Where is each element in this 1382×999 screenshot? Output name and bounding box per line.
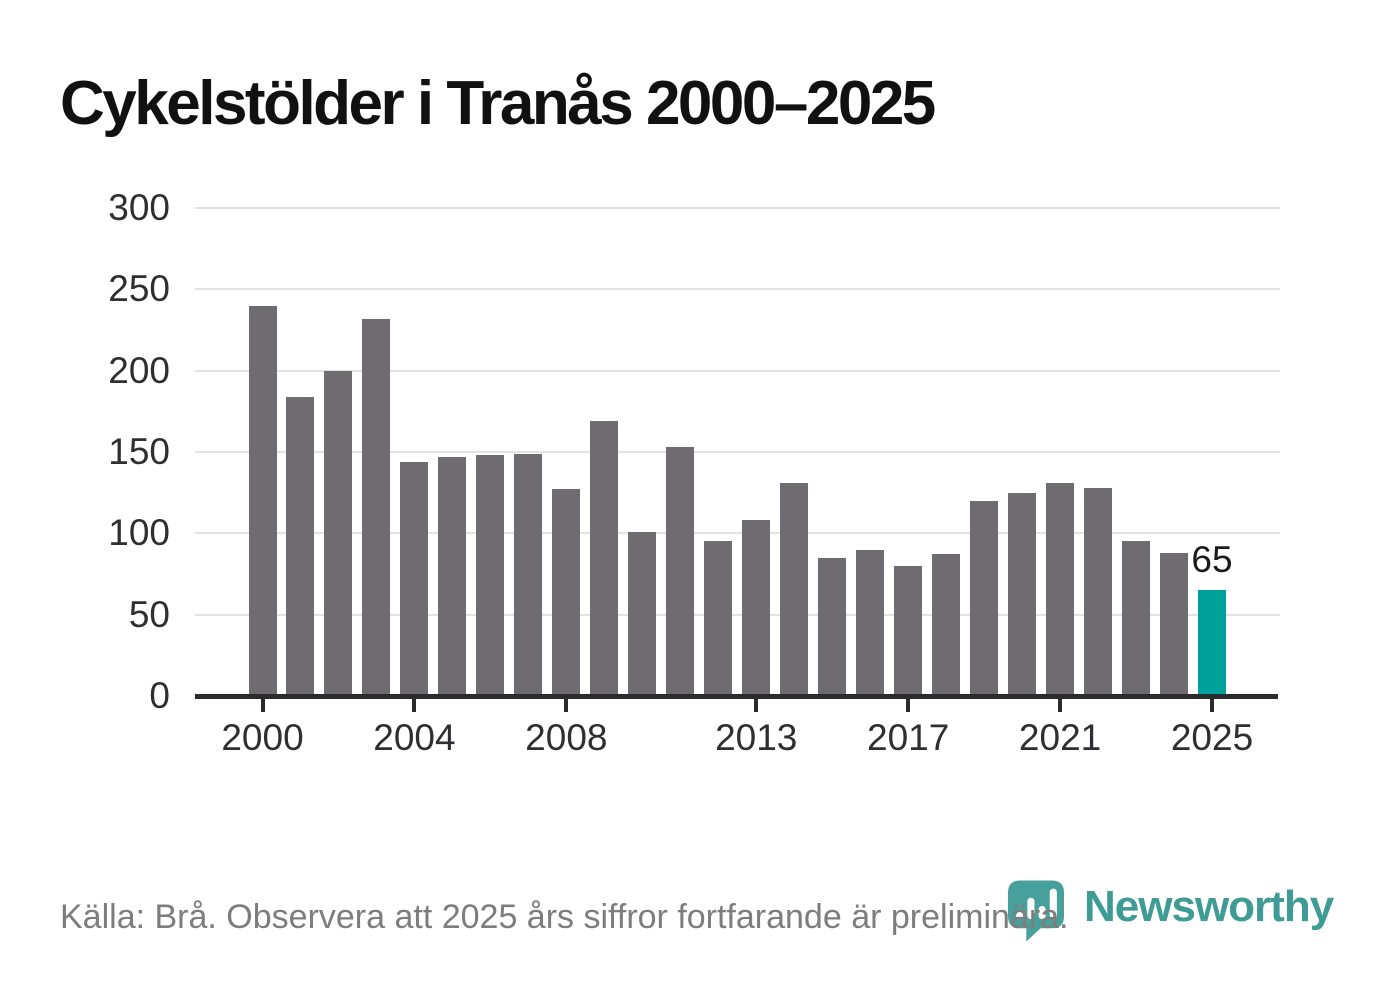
gridline-50 [195, 613, 1280, 616]
newsworthy-wordmark: Newsworthy [1084, 882, 1334, 931]
bar-2001 [286, 396, 315, 696]
bar-2021 [1046, 482, 1075, 696]
bar-2004 [400, 461, 429, 696]
x-axis-tick-2004 [412, 699, 417, 712]
x-axis-tick-2021 [1058, 699, 1063, 712]
bar-2023 [1122, 541, 1151, 696]
gridline-250 [195, 288, 1280, 291]
y-axis-label-100: 100 [108, 512, 170, 554]
x-axis-tick-2008 [564, 699, 569, 712]
bar-2015 [818, 557, 847, 696]
source-note: Källa: Brå. Observera att 2025 års siffr… [60, 898, 1069, 936]
bar-2010 [628, 531, 657, 696]
bar-2022 [1084, 487, 1113, 696]
bar-2006 [476, 455, 505, 696]
bar-2002 [324, 370, 353, 696]
bar-2003 [362, 318, 391, 696]
bar-value-label: 65 [1191, 539, 1233, 581]
x-axis-label-2004: 2004 [373, 717, 456, 758]
bar-2014 [780, 482, 809, 696]
bar-2009 [590, 421, 619, 696]
x-axis-label-2013: 2013 [715, 717, 798, 758]
x-axis-label-2021: 2021 [1018, 717, 1102, 758]
y-axis-label-250: 250 [108, 268, 170, 310]
bar-2016 [856, 549, 885, 696]
y-axis-label-150: 150 [108, 431, 170, 472]
bar-2008 [552, 489, 581, 696]
bar-2012 [704, 541, 733, 696]
x-axis-tick-2000 [260, 699, 265, 712]
x-axis-line [195, 694, 1278, 699]
x-axis-tick-2025 [1210, 699, 1214, 712]
bar-2007 [514, 453, 543, 696]
x-axis-label-2008: 2008 [525, 717, 608, 758]
bar-2018 [932, 554, 961, 696]
gridline-300 [195, 207, 1280, 209]
gridline-100 [195, 532, 1280, 535]
y-axis-label-300: 300 [108, 187, 170, 228]
x-axis-tick-2013 [754, 699, 759, 712]
y-axis-label-200: 200 [108, 349, 170, 391]
branding: Newsworthy [1008, 878, 1338, 958]
bar-2013 [742, 520, 771, 696]
bar-2005 [438, 456, 467, 696]
y-axis-label-0: 0 [149, 675, 170, 716]
bar-2025 [1198, 590, 1226, 696]
chart-title: Cykelstölder i Tranås 2000–2025 [60, 69, 936, 138]
bar-2019 [970, 500, 999, 696]
x-axis-label-2000: 2000 [221, 717, 304, 758]
x-axis-tick-2017 [906, 699, 911, 712]
x-axis-label-2025: 2025 [1170, 717, 1254, 758]
y-axis-label-50: 50 [128, 593, 170, 635]
bar-2024 [1160, 552, 1189, 696]
bar-2017 [894, 565, 923, 696]
bar-2011 [666, 447, 695, 696]
bar-2020 [1008, 492, 1037, 696]
newsworthy-pin-icon [1008, 880, 1064, 942]
bar-2000 [248, 305, 277, 696]
gridline-150 [195, 451, 1280, 453]
gridline-200 [195, 369, 1280, 372]
x-axis-label-2017: 2017 [867, 717, 950, 758]
